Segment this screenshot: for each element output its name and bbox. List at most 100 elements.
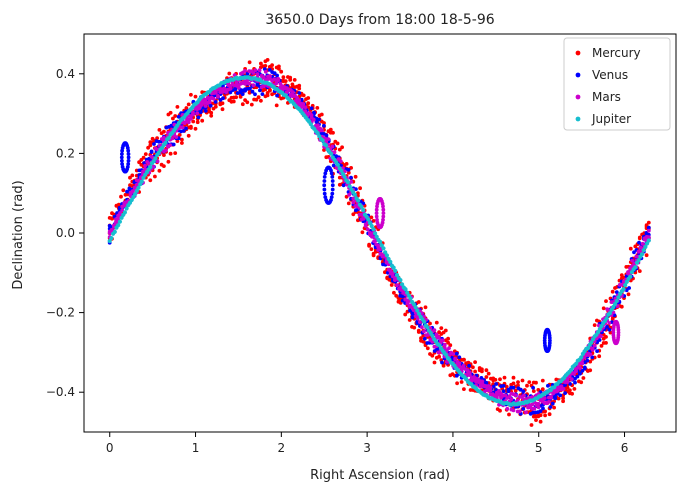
point-venus [637,240,641,245]
point-mercury [141,155,146,160]
point-venus [627,286,631,290]
point-mars [326,137,331,142]
point-venus [196,115,201,120]
point-mars [549,395,553,400]
point-jupiter [112,229,117,234]
point-venus [521,389,526,394]
point-mars [220,87,225,92]
point-mercury [220,101,225,106]
point-mars [180,125,185,130]
point-mercury [646,220,651,225]
point-mercury [173,114,178,118]
point-jupiter [646,238,651,243]
point-mercury [529,423,534,427]
point-venus [120,146,125,150]
point-jupiter [621,287,626,292]
point-mars [207,100,212,105]
point-venus [120,162,124,166]
point-mars [436,335,441,340]
point-mercury [561,396,565,401]
point-mercury [628,246,633,251]
point-mars [586,351,591,356]
point-venus [171,142,176,147]
point-mars [263,69,268,74]
point-mercury [346,201,351,206]
point-venus [541,406,545,411]
point-mercury [146,145,151,150]
point-mercury [538,419,543,424]
point-jupiter [345,180,351,185]
point-venus [272,71,277,76]
legend-label-venus: Venus [592,68,628,82]
y-tick-label: 0.2 [56,146,75,160]
legend-marker-venus [575,72,581,78]
point-mars [143,163,148,168]
point-mars [619,282,624,287]
x-axis-label: Right Ascension (rad) [310,468,450,483]
point-venus [120,158,124,163]
point-mercury [407,318,412,322]
point-venus [494,382,499,386]
point-mars [636,249,641,254]
point-venus [521,407,526,411]
point-mars [507,394,512,399]
point-mars [251,71,256,75]
point-mercury [637,235,642,240]
point-mercury [543,413,547,418]
point-mercury [168,151,173,156]
point-mercury [186,133,191,138]
point-mars [592,343,597,348]
point-mars [453,357,458,362]
point-jupiter [122,210,127,215]
point-venus [312,110,316,115]
point-jupiter [614,298,619,304]
point-mars [311,117,316,122]
point-mercury [315,106,320,110]
point-mercury [504,384,509,389]
y-tick-label: −0.2 [46,306,75,320]
point-mercury [143,152,148,157]
point-mars [224,88,229,92]
point-mercury [443,328,448,333]
point-jupiter [347,184,352,189]
x-tick-label: 3 [363,441,371,455]
point-mercury [531,414,536,419]
point-jupiter [352,192,357,197]
legend: Mercury Venus Mars Jupiter [563,37,671,131]
point-mercury [157,127,162,132]
legend-label-mars: Mars [592,90,621,104]
point-mercury [189,92,193,97]
point-mercury [306,101,311,106]
point-jupiter [133,192,138,197]
series-jupiter [107,75,651,407]
point-jupiter [589,340,594,345]
point-mercury [148,178,153,183]
point-mars [266,77,270,81]
point-mercury [290,82,295,87]
point-mercury [434,320,439,325]
point-mars [381,214,386,219]
point-mars [257,68,262,73]
point-venus [253,92,257,97]
point-mercury [480,367,484,372]
point-venus [126,148,131,153]
point-mercury [425,346,430,351]
point-mars [168,143,173,148]
point-jupiter [117,219,122,224]
point-jupiter [339,168,344,173]
point-venus [275,73,279,78]
point-venus [440,360,444,365]
point-venus [506,387,511,392]
point-mercury [498,377,502,382]
point-mars [299,101,304,106]
point-mercury [168,110,173,115]
point-venus [575,374,580,379]
point-venus [398,293,403,298]
point-mars [195,111,200,116]
point-mercury [191,119,196,124]
point-mercury [534,418,538,422]
point-mars [501,393,505,398]
point-mars [182,120,187,125]
point-venus [240,92,245,96]
point-mars [517,409,522,414]
